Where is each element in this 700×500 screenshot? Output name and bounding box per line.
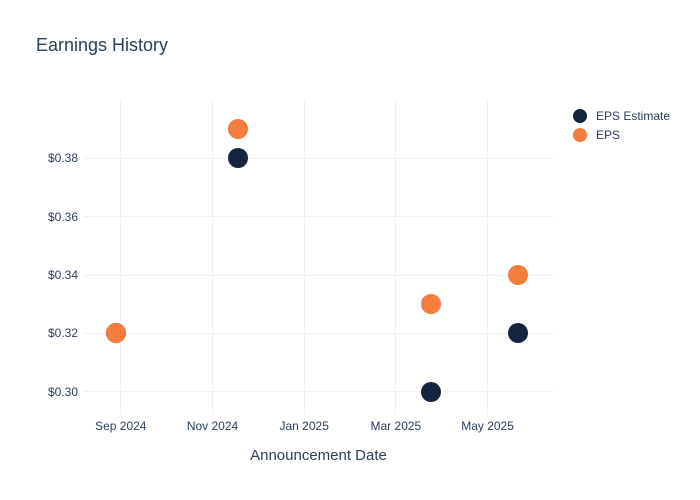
y-gridline: [84, 332, 553, 334]
point-eps-estimate[interactable]: [228, 148, 249, 169]
y-tick-label: $0.38: [47, 151, 78, 166]
x-axis-title: Announcement Date: [250, 447, 387, 464]
x-tick-label: Sep 2024: [95, 419, 147, 433]
x-gridline: [395, 100, 397, 415]
point-eps[interactable]: [105, 323, 126, 344]
legend-label-eps: EPS: [596, 127, 621, 142]
legend-label-eps-estimate: EPS Estimate: [596, 108, 671, 123]
x-tick-label: Mar 2025: [370, 419, 422, 433]
x-gridline: [487, 100, 489, 415]
y-gridline: [84, 157, 553, 159]
point-eps-estimate[interactable]: [420, 381, 441, 402]
point-eps[interactable]: [228, 119, 249, 140]
y-tick-label: $0.34: [47, 268, 78, 282]
point-eps-estimate[interactable]: [507, 323, 528, 344]
x-tick-label: Jan 2025: [279, 419, 329, 433]
legend-item-eps[interactable]: EPS: [573, 125, 670, 144]
x-tick-label: May 2025: [461, 419, 514, 433]
y-tick-label: $0.36: [47, 209, 78, 224]
legend: EPS Estimate EPS: [573, 106, 670, 144]
x-tick-label: Nov 2024: [186, 419, 239, 433]
y-gridline: [84, 391, 553, 393]
legend-item-eps-estimate[interactable]: EPS Estimate: [573, 106, 670, 125]
point-eps[interactable]: [507, 265, 528, 285]
x-gridline: [212, 100, 213, 415]
chart-title: Earnings History: [36, 35, 169, 55]
y-gridline: [84, 216, 553, 218]
x-gridline: [303, 100, 305, 415]
y-gridline: [84, 274, 553, 276]
point-eps[interactable]: [420, 294, 441, 315]
y-tick-label: $0.32: [47, 326, 78, 341]
x-gridline: [120, 100, 122, 415]
eps-marker-icon: [573, 127, 587, 142]
y-tick-label: $0.30: [47, 384, 78, 399]
eps-estimate-marker-icon: [573, 108, 587, 123]
